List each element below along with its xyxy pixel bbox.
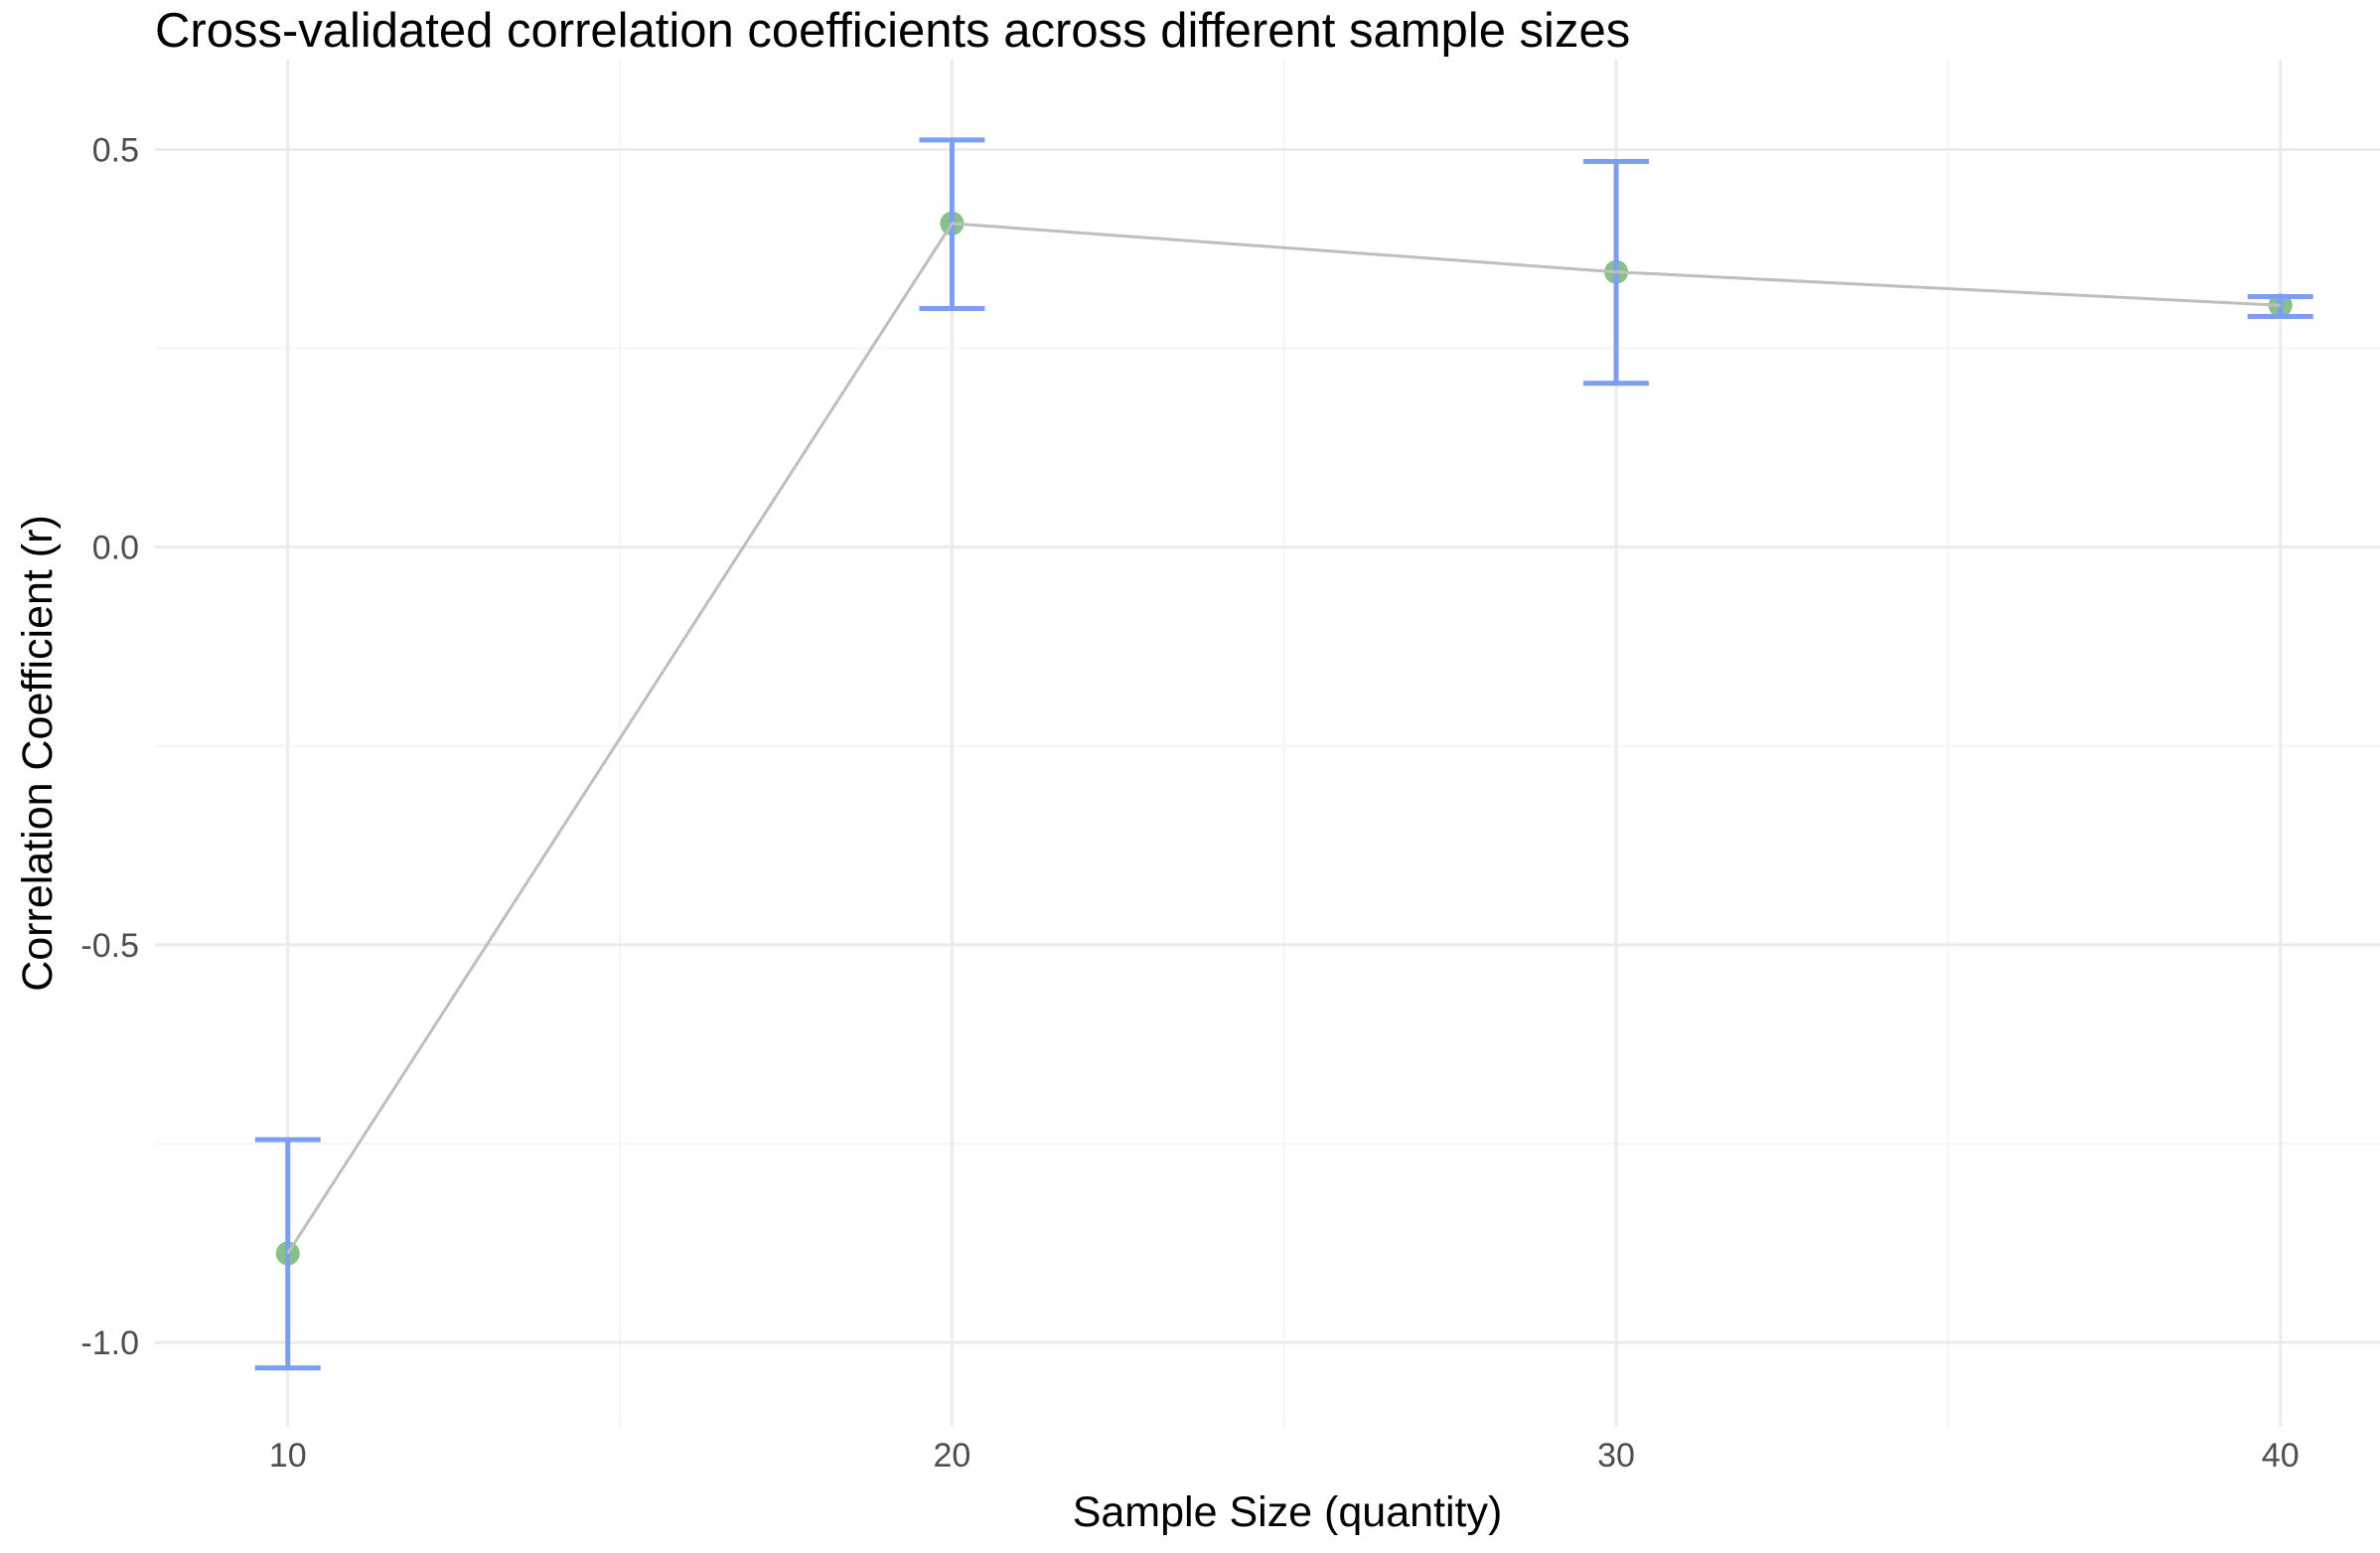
y-axis-label: Correlation Coefficient (r) [14, 515, 62, 992]
series-line [286, 222, 2281, 1255]
y-tick-label: -0.5 [80, 927, 139, 965]
x-tick-label: 10 [269, 1437, 307, 1475]
marks [254, 137, 2313, 1371]
y-tick-label: 0.5 [92, 131, 139, 169]
grid [155, 60, 2380, 1427]
x-tick-label: 30 [1597, 1437, 1635, 1475]
chart-title: Cross-validated correlation coefficients… [155, 4, 1630, 58]
x-tick-label: 40 [2262, 1437, 2300, 1475]
y-tick-label: 0.0 [92, 530, 139, 567]
y-tick-label: -1.0 [80, 1324, 139, 1362]
ticks: 10 20 30 40 -1.0 -0.5 0.0 0.5 [80, 131, 2299, 1475]
x-tick-label: 20 [933, 1437, 970, 1475]
x-axis-label: Sample Size (quantity) [1073, 1488, 1503, 1536]
